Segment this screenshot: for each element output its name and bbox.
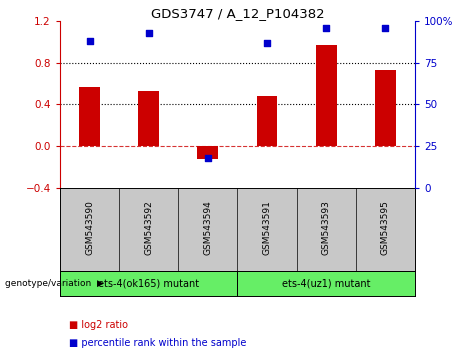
Bar: [375, 70, 396, 146]
Text: ■ percentile rank within the sample: ■ percentile rank within the sample: [69, 338, 247, 348]
Text: GSM543595: GSM543595: [381, 200, 390, 255]
Point: [263, 40, 271, 46]
Bar: [316, 45, 337, 146]
Point: [86, 38, 93, 44]
Bar: [197, 146, 218, 159]
Text: ■ log2 ratio: ■ log2 ratio: [69, 320, 128, 330]
Text: genotype/variation  ▶: genotype/variation ▶: [5, 279, 103, 288]
Point: [204, 155, 212, 160]
Point: [382, 25, 389, 31]
Text: ets-4(ok165) mutant: ets-4(ok165) mutant: [98, 278, 199, 288]
Point: [322, 25, 330, 31]
Bar: [237, 271, 415, 296]
Text: ets-4(uz1) mutant: ets-4(uz1) mutant: [282, 278, 370, 288]
Text: GSM543590: GSM543590: [85, 200, 94, 255]
Bar: [257, 96, 278, 146]
Text: GSM543591: GSM543591: [262, 200, 272, 255]
Bar: [79, 87, 100, 146]
Title: GDS3747 / A_12_P104382: GDS3747 / A_12_P104382: [151, 7, 324, 20]
Text: GSM543594: GSM543594: [203, 200, 213, 255]
Text: GSM543592: GSM543592: [144, 200, 153, 255]
Bar: [60, 271, 237, 296]
Bar: [138, 91, 159, 146]
Point: [145, 30, 152, 36]
Text: GSM543593: GSM543593: [322, 200, 331, 255]
